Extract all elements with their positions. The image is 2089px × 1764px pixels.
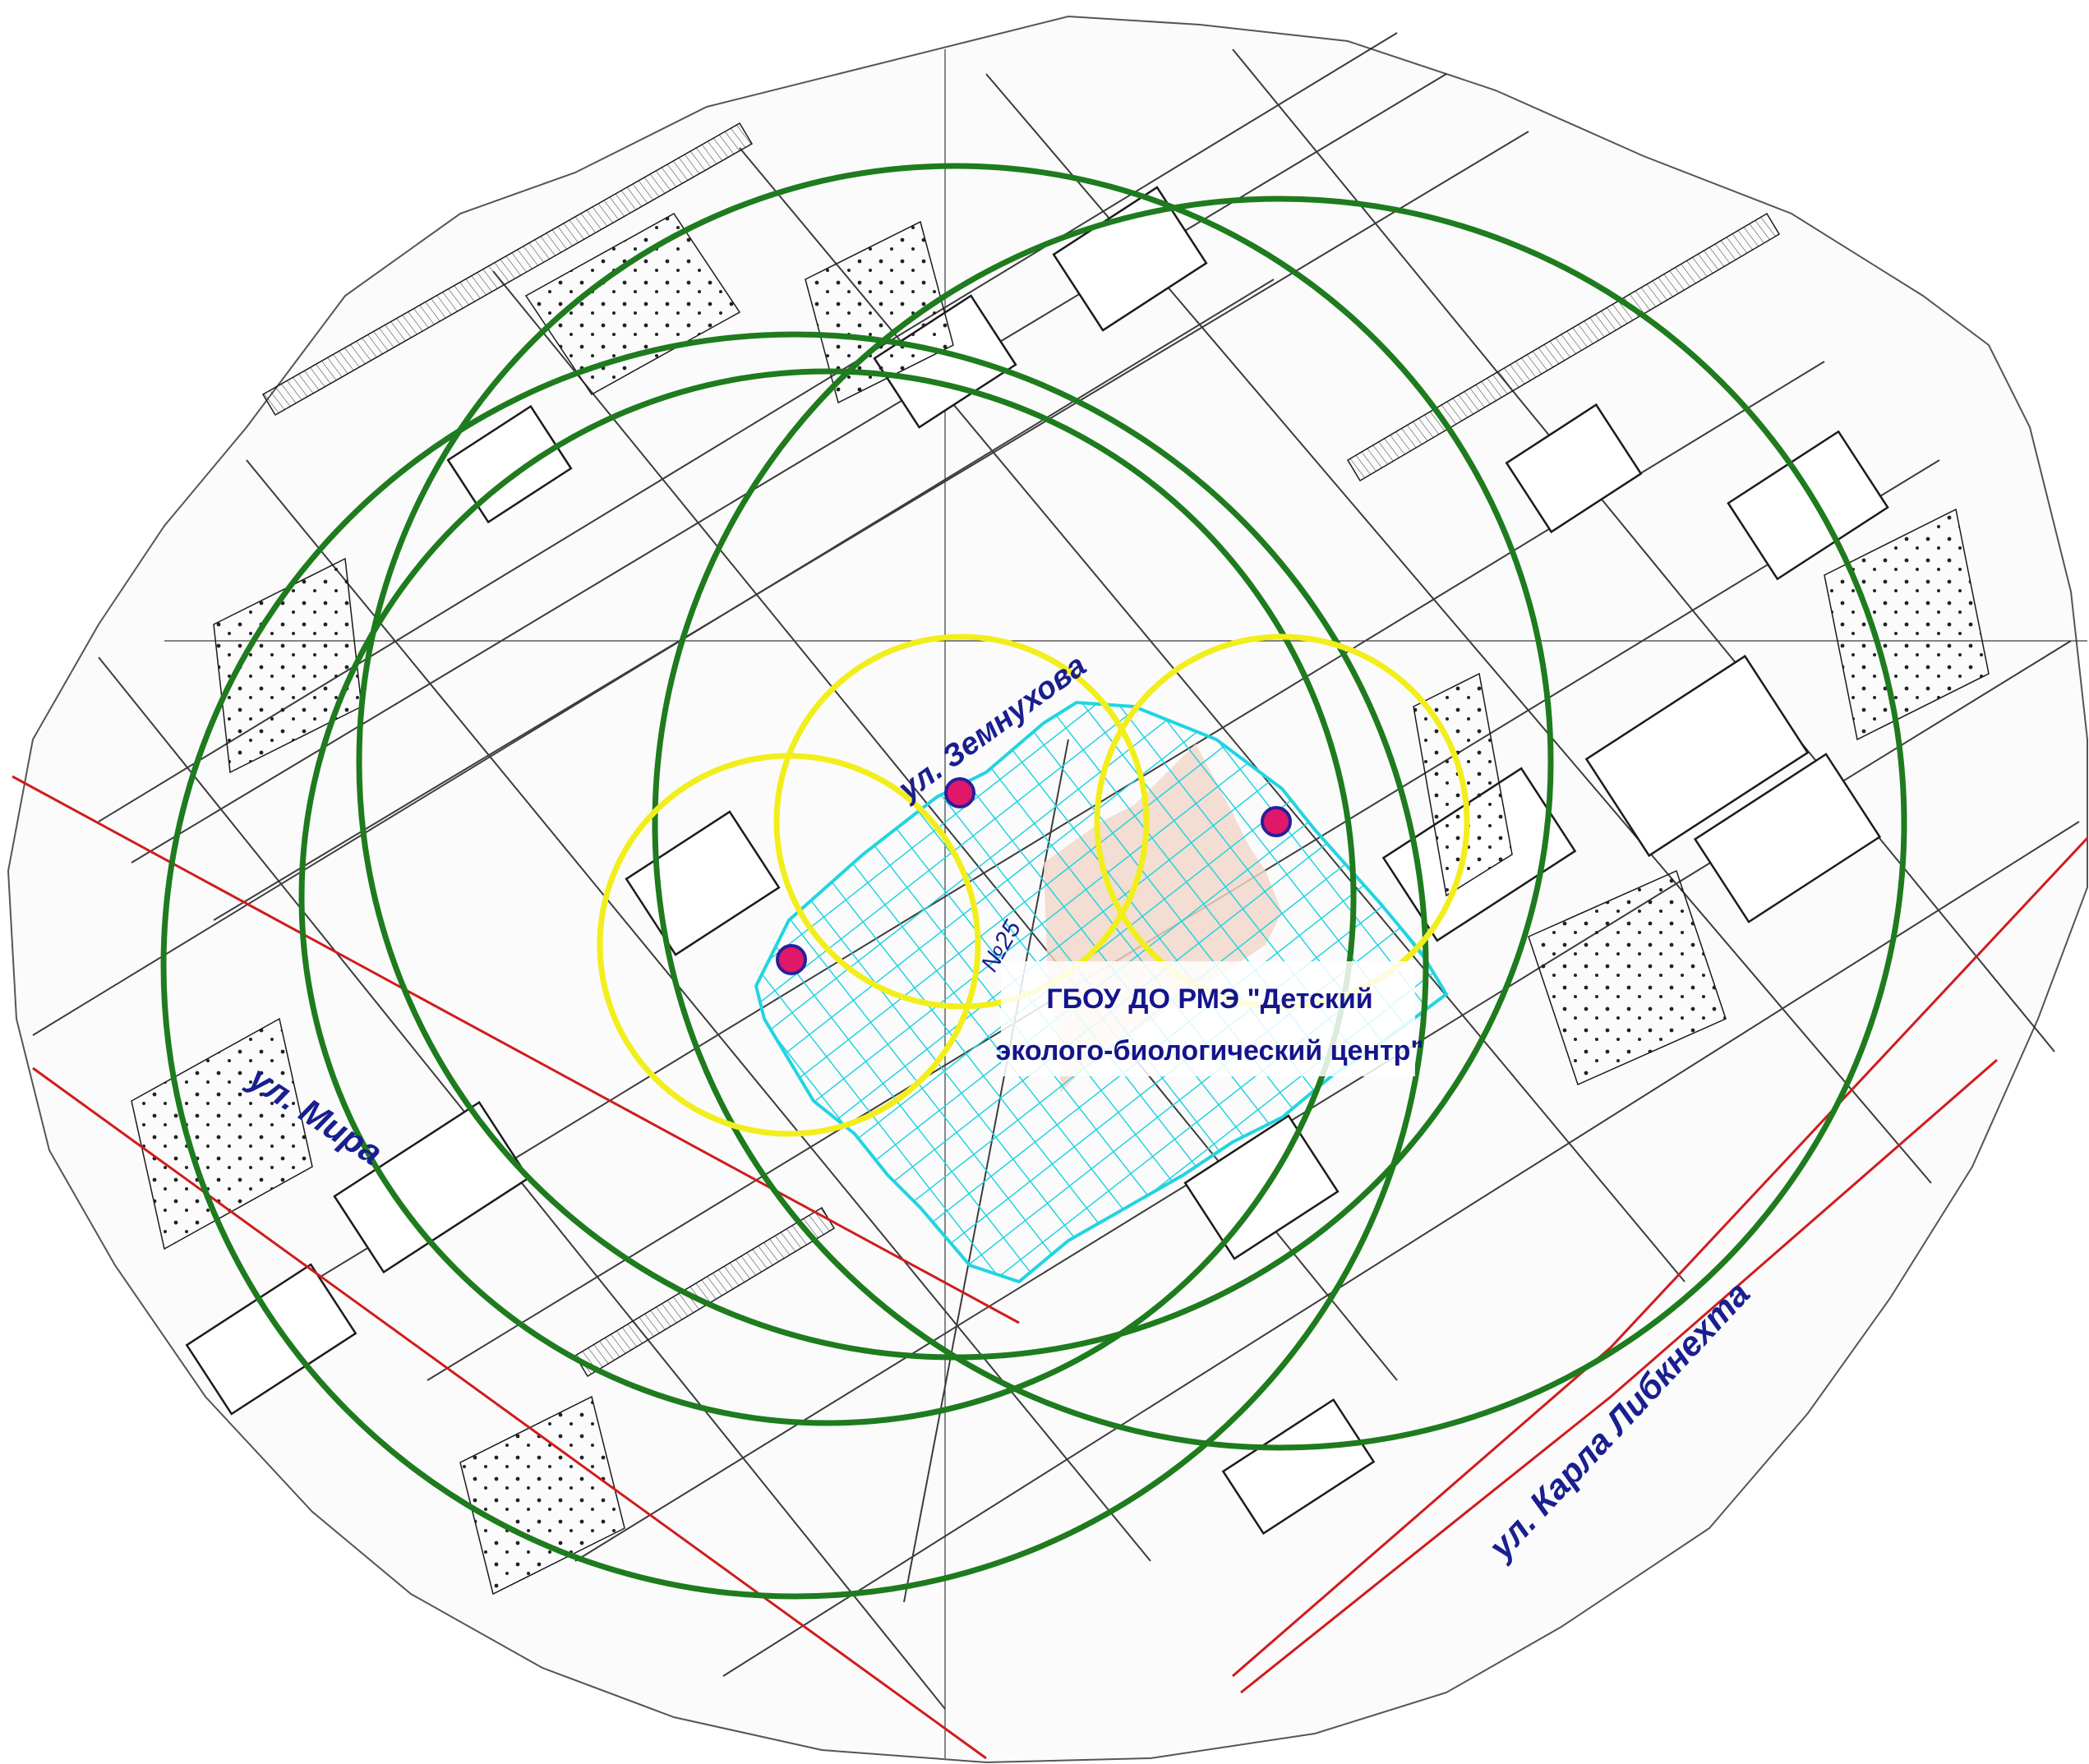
large-zone-1: [160, 331, 1429, 1600]
large-zones: [160, 163, 1907, 1600]
site-name-line2: эколого-биологический центр": [995, 1035, 1423, 1066]
sampling-point-icon[interactable]: [944, 777, 975, 808]
large-zone-3: [652, 196, 1907, 1451]
sampling-point-icon[interactable]: [776, 944, 807, 975]
site-name-label: ГБОУ ДО РМЭ "Детский эколого-биологическ…: [995, 961, 1424, 1076]
sampling-points: [776, 777, 1292, 975]
red-line-libknekhta-south: [1240, 1058, 1998, 1694]
large-zone-4: [298, 368, 1357, 1426]
site-name-line1: ГБОУ ДО РМЭ "Детский: [1046, 983, 1372, 1015]
small-zone-2: [773, 633, 1150, 1010]
red-lines: [12, 775, 2089, 1760]
sampling-point-icon[interactable]: [1261, 806, 1292, 837]
red-line-mira-south: [32, 1066, 987, 1760]
red-line-mira-north: [12, 775, 1020, 1324]
red-line-libknekhta-north: [1232, 836, 2089, 1678]
